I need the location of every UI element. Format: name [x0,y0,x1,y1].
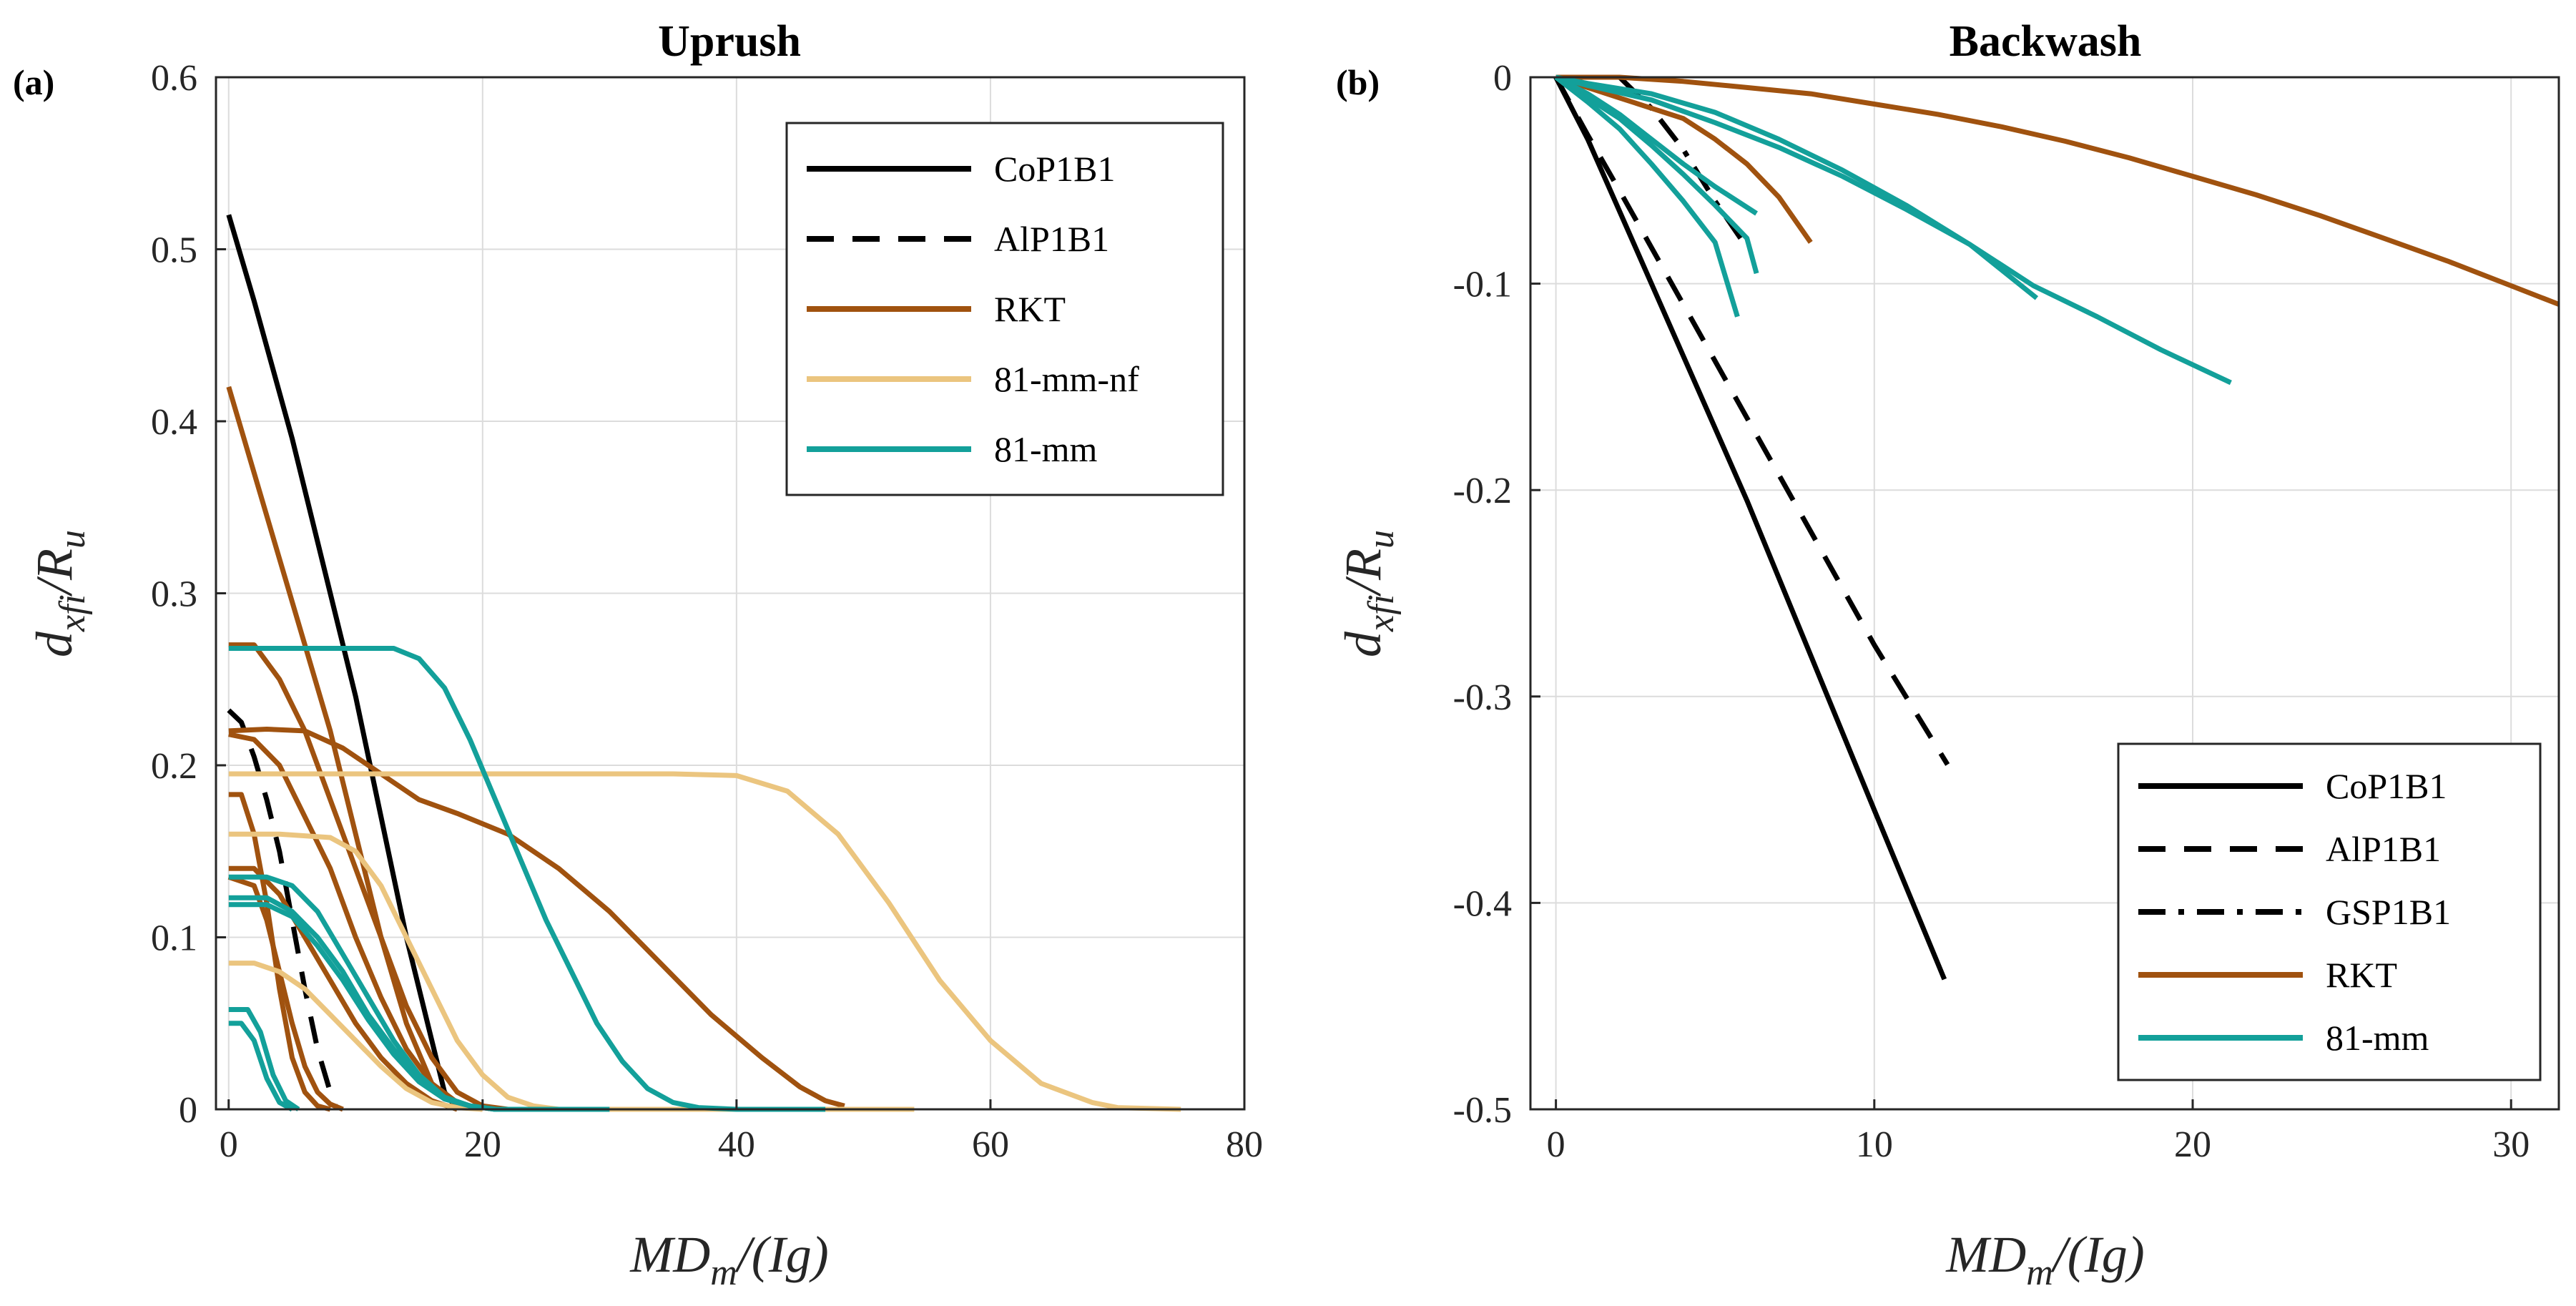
legend-b: CoP1B1 AlP1B1 GSP1B1 RKT 81-mm [2117,742,2542,1081]
x-tick-label-a-1: 20 [464,1124,501,1165]
x-axis-label-b: MDm/(Ig) [1945,1226,2144,1293]
y-tick-label-b-2: -0.3 [1453,677,1512,718]
series-line-a-rkt-6 [228,865,458,1112]
legend-label-a-3: 81-mm-nf [994,359,1139,399]
series-line-a-81-mm-4 [228,902,610,1112]
series-line-a-81-mm-nf-2 [228,831,559,1112]
y-tick-label-a-1: 0.1 [151,918,197,959]
legend-box-b [2117,742,2542,1081]
x-ticks-b: 0 10 20 30 [1547,1099,2530,1165]
x-tick-label-a-0: 0 [220,1124,238,1165]
series-line-b-81-mm-1 [1555,74,2232,386]
x-tick-label-a-3: 60 [972,1124,1009,1165]
y-ticks-a: 0 0.1 0.2 0.3 0.4 0.5 0.6 [151,58,226,1131]
series-line-a-81-mm-5 [228,1007,300,1111]
chart-title-uprush: Uprush [658,17,801,66]
y-tick-label-b-5: 0 [1493,58,1512,99]
legend-label-b-3: RKT [2326,955,2397,995]
panel-label-b: (b) [1336,62,1380,102]
legend-label-a-1: AlP1B1 [994,219,1109,259]
y-tick-label-a-4: 0.4 [151,402,197,443]
series-line-b-81-mm-5 [1554,74,1759,216]
y-axis-label-b: dxfi/Ru [1334,530,1402,657]
y-tick-label-b-4: -0.1 [1453,265,1512,305]
panel-uprush: (a) Uprush 0 20 40 60 80 0 0.1 0.2 0.3 0.4 0.5 0.6… [13,17,1263,1293]
series-line-a-81-mm-nf-3 [228,961,483,1112]
series-line-b-alp1b1 [1553,76,1950,766]
x-tick-label-a-2: 40 [718,1124,755,1165]
x-tick-label-b-0: 0 [1547,1124,1565,1165]
series-line-a-81-mm-nf-1 [228,771,1181,1112]
legend-label-b-4: 81-mm [2326,1018,2429,1058]
series-line-a-rkt-2 [228,642,508,1112]
y-tick-label-b-1: -0.4 [1453,883,1512,924]
x-tick-label-b-3: 30 [2492,1124,2530,1165]
panel-label-a: (a) [13,62,54,102]
series-line-a-rkt-4 [228,732,483,1112]
legend-label-b-0: CoP1B1 [2326,766,2447,806]
panel-backwash: (b) Backwash 0 10 20 30 -0.5-0.4-0.3-0.2-0.… [1334,17,2560,1293]
y-tick-label-a-2: 0.2 [151,746,197,787]
series-line-b-rkt-2 [1555,74,1813,244]
legend-label-a-0: CoP1B1 [994,149,1116,189]
legend-label-a-4: 81-mm [994,429,1098,469]
series-line-a-rkt-3 [228,727,845,1109]
series-line-a-81-mm-6 [228,1021,294,1112]
series-line-b-cop1b1 [1553,76,1947,981]
plot-lines-b [1553,74,2560,981]
x-ticks-a: 0 20 40 60 80 [220,1099,1263,1165]
x-tick-label-b-2: 20 [2174,1124,2211,1165]
y-tick-label-b-3: -0.2 [1453,471,1512,511]
y-tick-label-a-0: 0 [179,1090,197,1131]
x-tick-label-a-4: 80 [1226,1124,1263,1165]
series-line-a-81-mm-1 [228,646,826,1112]
y-tick-label-b-0: -0.5 [1453,1090,1512,1131]
plot-lines-a [226,214,1181,1112]
chart-title-backwash: Backwash [1950,17,2142,66]
series-line-b-81-mm-2 [1555,74,2039,300]
y-tick-label-a-3: 0.3 [151,574,197,615]
legend-label-b-1: AlP1B1 [2326,829,2441,869]
y-tick-label-a-6: 0.6 [151,58,197,99]
y-ticks-b: -0.5 -0.4 -0.3 -0.2 -0.1 0 [1453,58,1540,1131]
series-line-b-81-mm-3 [1554,75,1759,275]
legend-label-a-2: RKT [994,289,1066,329]
x-axis-label-a: MDm/(Ig) [629,1226,828,1293]
series-line-a-rkt-5 [228,792,331,1112]
y-tick-label-a-5: 0.5 [151,230,197,271]
y-axis-label-a: dxfi/Ru [26,530,93,657]
axes-frame-b [1529,76,2560,1111]
series-line-b-rkt-1 [1555,74,2560,307]
legend-label-b-2: GSP1B1 [2326,892,2451,932]
series-line-b-81-mm-4 [1554,75,1740,318]
legend-a: CoP1B1 AlP1B1 RKT 81-mm-nf 81-mm [785,122,1224,496]
x-tick-label-b-1: 10 [1856,1124,1893,1165]
